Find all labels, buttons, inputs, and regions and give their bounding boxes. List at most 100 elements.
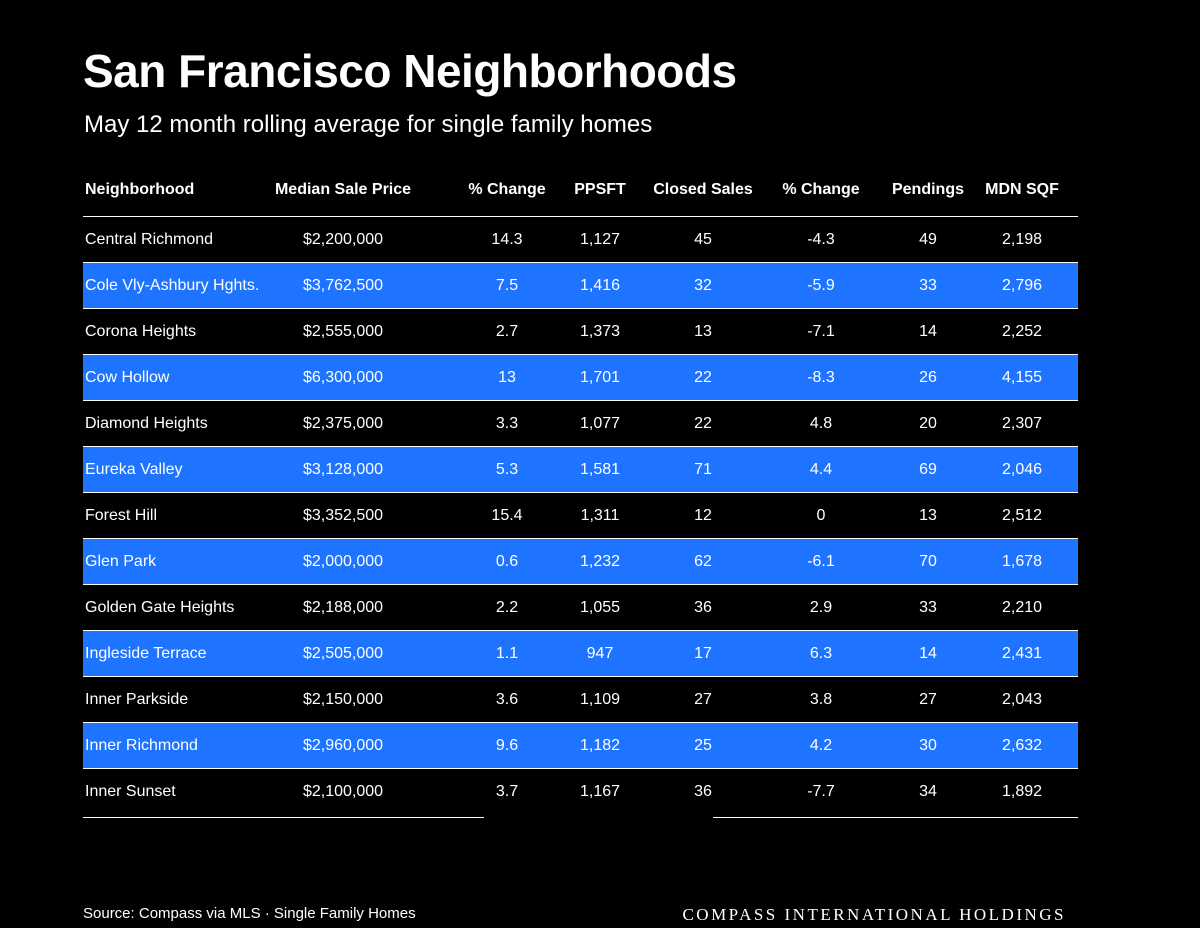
cell-price-change: 5.3: [495, 460, 519, 478]
cell-ppsft: 1,232: [579, 552, 621, 570]
cell-median-sale-price: $2,555,000: [302, 322, 384, 340]
cell-mdn-sqf: 2,512: [1001, 506, 1043, 524]
cell-price-change: 14.3: [491, 230, 523, 248]
table-row: Ingleside Terrace $2,505,000 1.1 947 17 6.3 14…: [83, 631, 1078, 677]
cell-mdn-sqf: 2,198: [1001, 230, 1043, 248]
cell-sales-change: -4.3: [807, 230, 835, 248]
cell-median-sale-price: $2,100,000: [302, 782, 384, 800]
cell-closed-sales: 45: [694, 230, 712, 248]
cell-neighborhood: Golden Gate Heights: [85, 598, 235, 616]
column-header-sales-change: % Change: [782, 181, 860, 198]
cell-neighborhood: Inner Richmond: [85, 736, 198, 754]
cell-ppsft: 1,581: [579, 460, 621, 478]
cell-sales-change: 3.8: [809, 690, 833, 708]
cell-closed-sales: 27: [694, 690, 712, 708]
cell-price-change: 3.6: [495, 690, 519, 708]
cell-closed-sales: 17: [694, 644, 712, 662]
table-row: Cole Vly-Ashbury Hghts. $3,762,500 7.5 1,41…: [83, 263, 1078, 309]
cell-median-sale-price: $2,505,000: [302, 644, 384, 662]
cell-mdn-sqf: 1,678: [1001, 552, 1043, 570]
cell-neighborhood: Cow Hollow: [85, 368, 170, 386]
cell-neighborhood: Forest Hill: [85, 506, 158, 524]
cell-pendings: 70: [919, 552, 937, 570]
source-note: Source: Compass via MLS · Single Family …: [83, 905, 416, 922]
cell-pendings: 14: [919, 322, 937, 340]
cell-sales-change: -5.9: [807, 276, 835, 294]
cell-median-sale-price: $2,375,000: [302, 414, 384, 432]
table-header-row: Neighborhood Median Sale Price % Change PPS…: [83, 164, 1078, 217]
table-row: Inner Richmond $2,960,000 9.6 1,182 25 4.2 30 2…: [83, 723, 1078, 769]
data-table: Neighborhood Median Sale Price % Change PPS…: [83, 164, 1078, 814]
cell-ppsft: 1,701: [579, 368, 621, 386]
table-row: Inner Sunset $2,100,000 3.7 1,167 36 -7.7 34 1,…: [83, 769, 1078, 814]
cell-ppsft: 1,109: [579, 690, 621, 708]
cell-price-change: 13: [498, 368, 516, 386]
table-row: Corona Heights $2,555,000 2.7 1,373 13 -7.1 14…: [83, 309, 1078, 355]
table-row: Diamond Heights $2,375,000 3.3 1,077 22 4.8 20…: [83, 401, 1078, 447]
cell-ppsft: 1,127: [579, 230, 621, 248]
table-row: Forest Hill $3,352,500 15.4 1,311 12 0 13 2,512: [83, 493, 1078, 539]
cell-price-change: 3.7: [495, 782, 519, 800]
cell-ppsft: 1,167: [579, 782, 621, 800]
table-row: Inner Parkside $2,150,000 3.6 1,109 27 3.8 27 2…: [83, 677, 1078, 723]
cell-median-sale-price: $3,762,500: [302, 276, 384, 294]
cell-mdn-sqf: 2,252: [1001, 322, 1043, 340]
cell-closed-sales: 12: [694, 506, 712, 524]
cell-price-change: 7.5: [495, 276, 519, 294]
cell-mdn-sqf: 2,307: [1001, 414, 1043, 432]
table-row: Golden Gate Heights $2,188,000 2.2 1,055 36 2…: [83, 585, 1078, 631]
cell-price-change: 15.4: [491, 506, 523, 524]
cell-pendings: 13: [919, 506, 937, 524]
cell-price-change: 3.3: [495, 414, 519, 432]
cell-median-sale-price: $2,200,000: [302, 230, 384, 248]
column-header-ppsft: PPSFT: [574, 181, 626, 198]
cell-mdn-sqf: 1,892: [1001, 782, 1043, 800]
bottom-divider-right: [713, 817, 1078, 818]
cell-median-sale-price: $6,300,000: [302, 368, 384, 386]
cell-sales-change: 4.4: [809, 460, 833, 478]
cell-ppsft: 1,311: [580, 506, 620, 524]
cell-pendings: 34: [919, 782, 937, 800]
column-header-closed-sales: Closed Sales: [653, 181, 753, 198]
cell-neighborhood: Central Richmond: [85, 230, 214, 248]
cell-closed-sales: 62: [694, 552, 712, 570]
cell-pendings: 30: [919, 736, 937, 754]
table-row: Glen Park $2,000,000 0.6 1,232 62 -6.1 70 1,678: [83, 539, 1078, 585]
cell-ppsft: 947: [586, 644, 614, 662]
cell-ppsft: 1,416: [579, 276, 621, 294]
cell-ppsft: 1,077: [579, 414, 621, 432]
cell-median-sale-price: $3,352,500: [302, 506, 384, 524]
cell-pendings: 27: [919, 690, 937, 708]
cell-pendings: 20: [919, 414, 937, 432]
cell-pendings: 49: [919, 230, 937, 248]
bottom-divider-left: [83, 817, 484, 818]
cell-mdn-sqf: 2,796: [1001, 276, 1043, 294]
cell-ppsft: 1,182: [579, 736, 621, 754]
cell-price-change: 0.6: [495, 552, 519, 570]
cell-sales-change: -8.3: [807, 368, 835, 386]
cell-sales-change: -7.7: [807, 782, 835, 800]
column-header-price-change: % Change: [468, 181, 546, 198]
cell-closed-sales: 32: [694, 276, 712, 294]
cell-closed-sales: 25: [694, 736, 712, 754]
cell-median-sale-price: $2,000,000: [302, 552, 384, 570]
cell-median-sale-price: $2,960,000: [302, 736, 384, 754]
table-row: Central Richmond $2,200,000 14.3 1,127 45 -4.…: [83, 217, 1078, 263]
cell-mdn-sqf: 2,632: [1001, 736, 1043, 754]
brand-logo-text: COMPASS INTERNATIONAL HOLDINGS: [682, 905, 1066, 924]
cell-sales-change: 6.3: [809, 644, 833, 662]
column-header-neighborhood: Neighborhood: [85, 181, 195, 198]
cell-neighborhood: Cole Vly-Ashbury Hghts.: [85, 276, 260, 294]
cell-median-sale-price: $3,128,000: [302, 460, 384, 478]
cell-ppsft: 1,055: [579, 598, 621, 616]
cell-mdn-sqf: 2,046: [1001, 460, 1043, 478]
cell-neighborhood: Ingleside Terrace: [85, 644, 207, 662]
cell-neighborhood: Glen Park: [85, 552, 157, 570]
cell-price-change: 2.7: [495, 322, 519, 340]
column-header-mdn-sqf: MDN SQF: [985, 181, 1059, 198]
cell-sales-change: -7.1: [807, 322, 835, 340]
cell-pendings: 14: [919, 644, 937, 662]
cell-sales-change: 4.8: [809, 414, 833, 432]
cell-pendings: 33: [919, 276, 937, 294]
cell-pendings: 33: [919, 598, 937, 616]
